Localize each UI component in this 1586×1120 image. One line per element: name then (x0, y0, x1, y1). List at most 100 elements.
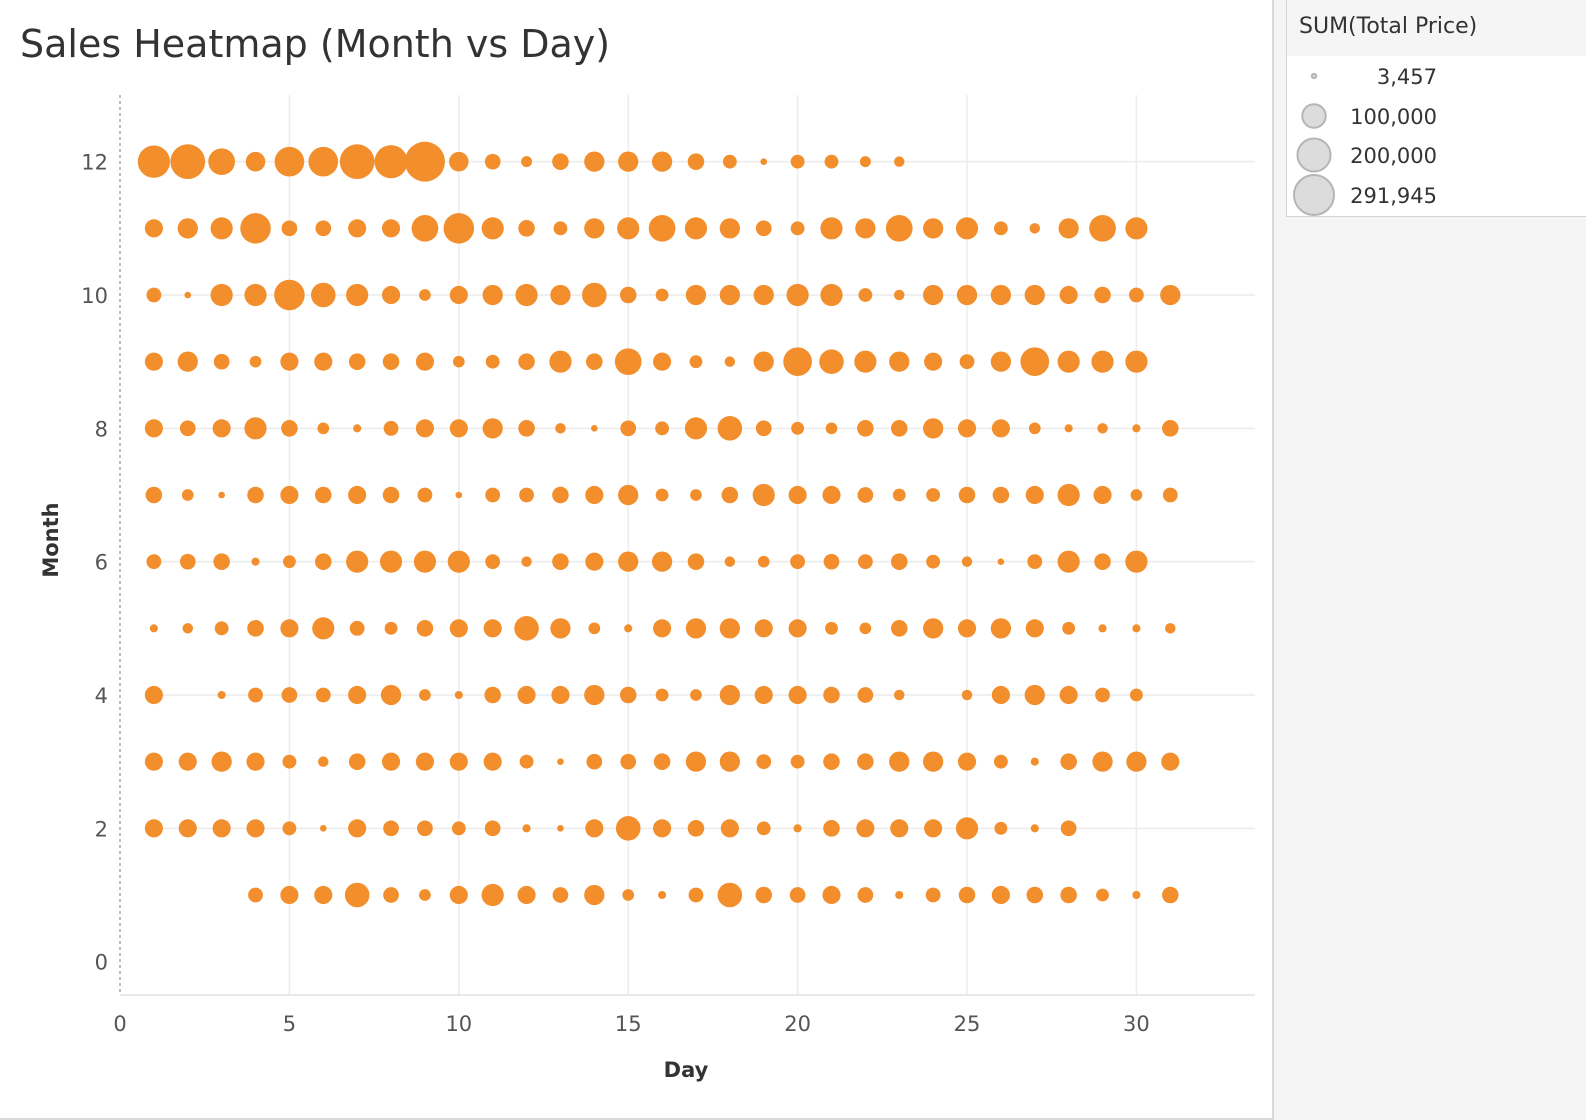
bubble-m5-d3[interactable] (214, 621, 229, 636)
bubble-m12-d10[interactable] (449, 151, 469, 172)
bubble-m7-d18[interactable] (721, 486, 739, 504)
bubble-m10-d25[interactable] (956, 284, 978, 306)
bubble-m9-d24[interactable] (924, 352, 943, 371)
bubble-m11-d2[interactable] (177, 218, 198, 239)
bubble-m5-d10[interactable] (449, 619, 468, 638)
bubble-m8-d11[interactable] (482, 418, 503, 439)
bubble-m7-d15[interactable] (618, 484, 639, 506)
bubble-m1-d21[interactable] (822, 885, 841, 905)
bubble-m3-d22[interactable] (857, 753, 874, 770)
bubble-m4-d14[interactable] (584, 684, 605, 706)
bubble-m12-d4[interactable] (245, 151, 266, 172)
bubble-m5-d9[interactable] (416, 620, 434, 637)
bubble-m3-d17[interactable] (685, 751, 707, 772)
bubble-m9-d19[interactable] (753, 351, 774, 372)
bubble-m8-d12[interactable] (518, 420, 535, 437)
bubble-m10-d23[interactable] (894, 289, 905, 301)
bubble-m5-d11[interactable] (483, 619, 502, 638)
bubble-m5-d8[interactable] (384, 621, 398, 635)
bubble-m8-d22[interactable] (857, 420, 874, 437)
bubble-m2-d11[interactable] (484, 820, 501, 837)
bubble-m5-d24[interactable] (922, 618, 944, 639)
bubble-m11-d29[interactable] (1089, 214, 1116, 242)
bubble-m1-d25[interactable] (958, 886, 976, 904)
bubble-m12-d15[interactable] (618, 151, 639, 172)
bubble-m2-d5[interactable] (282, 821, 297, 836)
bubble-m10-d18[interactable] (719, 284, 740, 306)
bubble-m10-d24[interactable] (922, 284, 944, 306)
bubble-m12-d3[interactable] (208, 148, 235, 176)
bubble-m2-d2[interactable] (178, 819, 197, 838)
bubble-m3-d16[interactable] (653, 753, 671, 770)
bubble-m3-d30[interactable] (1126, 751, 1147, 772)
bubble-m7-d16[interactable] (655, 488, 669, 502)
bubble-m10-d2[interactable] (184, 291, 192, 299)
bubble-m8-d21[interactable] (825, 422, 838, 435)
bubble-m4-d3[interactable] (217, 690, 226, 700)
bubble-m9-d13[interactable] (549, 350, 572, 373)
bubble-m11-d24[interactable] (922, 218, 944, 239)
bubble-m8-d7[interactable] (353, 424, 362, 433)
bubble-m7-d7[interactable] (348, 485, 367, 505)
bubble-m6-d19[interactable] (757, 555, 770, 568)
bubble-m9-d23[interactable] (889, 351, 910, 372)
bubble-m11-d7[interactable] (348, 219, 367, 238)
bubble-m5-d1[interactable] (149, 624, 158, 633)
bubble-m5-d18[interactable] (719, 618, 740, 639)
bubble-m8-d16[interactable] (655, 421, 670, 436)
bubble-m5-d7[interactable] (349, 620, 365, 636)
bubble-m2-d25[interactable] (955, 817, 979, 840)
bubble-m10-d9[interactable] (419, 289, 431, 301)
bubble-m4-d17[interactable] (690, 689, 702, 701)
bubble-m7-d31[interactable] (1162, 487, 1178, 503)
bubble-m5-d28[interactable] (1062, 621, 1076, 635)
bubble-m12-d5[interactable] (274, 146, 305, 177)
bubble-m2-d14[interactable] (585, 819, 604, 838)
bubble-m9-d30[interactable] (1125, 350, 1148, 373)
bubble-m10-d31[interactable] (1160, 284, 1181, 306)
bubble-m8-d14[interactable] (591, 425, 598, 432)
bubble-m5-d26[interactable] (990, 618, 1012, 639)
bubble-m5-d21[interactable] (825, 621, 838, 635)
bubble-m7-d3[interactable] (218, 491, 225, 499)
bubble-m2-d3[interactable] (212, 819, 231, 838)
bubble-m11-d30[interactable] (1125, 217, 1148, 240)
bubble-m4-d5[interactable] (281, 687, 298, 703)
bubble-m7-d5[interactable] (280, 485, 299, 505)
bubble-m10-d26[interactable] (990, 284, 1012, 306)
bubble-m3-d31[interactable] (1161, 752, 1180, 771)
bubble-m4-d28[interactable] (1059, 685, 1078, 705)
bubble-m11-d12[interactable] (518, 220, 535, 237)
bubble-m7-d28[interactable] (1057, 483, 1080, 507)
bubble-m12-d2[interactable] (170, 144, 206, 180)
bubble-m8-d10[interactable] (449, 419, 468, 438)
bubble-m4-d18[interactable] (719, 684, 740, 706)
bubble-m4-d1[interactable] (144, 685, 163, 705)
bubble-m1-d26[interactable] (991, 885, 1010, 905)
bubble-m12-d19[interactable] (760, 158, 768, 165)
bubble-m6-d13[interactable] (552, 553, 569, 570)
bubble-m10-d21[interactable] (820, 283, 843, 307)
bubble-m11-d28[interactable] (1058, 218, 1079, 239)
bubble-m6-d12[interactable] (521, 556, 532, 567)
bubble-m5-d25[interactable] (957, 619, 977, 638)
bubble-m10-d10[interactable] (449, 285, 468, 305)
bubble-m6-d7[interactable] (346, 550, 369, 573)
bubble-m5-d12[interactable] (514, 616, 539, 641)
bubble-m6-d18[interactable] (724, 556, 736, 567)
bubble-m3-d27[interactable] (1030, 757, 1039, 766)
bubble-m4-d15[interactable] (619, 686, 637, 704)
bubble-m5-d15[interactable] (624, 624, 633, 633)
bubble-m9-d4[interactable] (249, 355, 262, 368)
bubble-m11-d21[interactable] (820, 217, 843, 240)
bubble-m5-d6[interactable] (312, 617, 335, 640)
bubble-m8-d20[interactable] (791, 421, 805, 435)
bubble-m11-d27[interactable] (1029, 223, 1041, 234)
bubble-m4-d29[interactable] (1095, 687, 1110, 703)
bubble-m3-d13[interactable] (557, 758, 564, 765)
size-legend[interactable]: SUM(Total Price) 3,457 100,000 200,000 291,… (1286, 0, 1586, 217)
bubble-m12-d6[interactable] (308, 146, 339, 177)
bubble-m7-d29[interactable] (1093, 485, 1112, 505)
bubble-m10-d19[interactable] (753, 284, 774, 306)
bubble-m5-d20[interactable] (788, 619, 807, 638)
